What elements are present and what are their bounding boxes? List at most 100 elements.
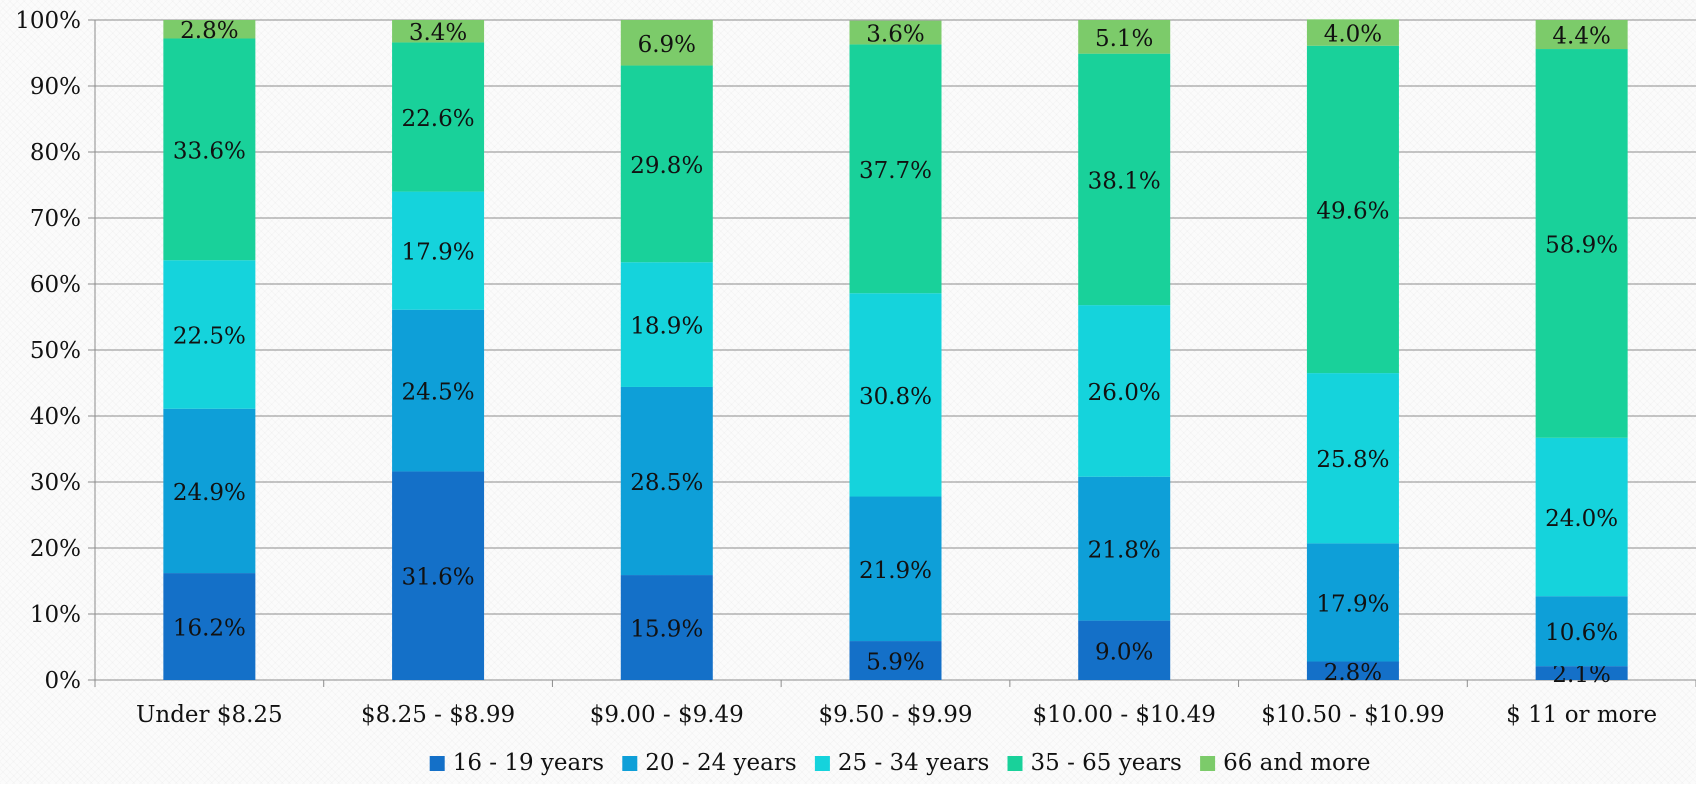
x-tick-label: $9.00 - $9.49 — [590, 702, 744, 728]
y-tick-label: 100% — [15, 8, 81, 34]
data-label: 24.9% — [173, 480, 246, 506]
data-label: 26.0% — [1088, 380, 1161, 406]
data-label: 37.7% — [859, 158, 932, 184]
x-tick-label: $9.50 - $9.99 — [818, 702, 972, 728]
bar-segment — [392, 471, 485, 680]
bar-segment — [392, 309, 485, 472]
legend-label: 16 - 19 years — [453, 750, 604, 776]
legend-swatch — [814, 756, 830, 771]
data-label: 24.0% — [1545, 506, 1618, 532]
bar-segment — [163, 408, 256, 574]
data-label: 58.9% — [1545, 232, 1618, 258]
bar-segment — [1078, 476, 1171, 621]
data-label: 9.0% — [1095, 639, 1153, 665]
bar-segment — [620, 20, 713, 66]
data-label: 2.8% — [180, 18, 238, 44]
x-tick-label: $8.25 - $8.99 — [361, 702, 515, 728]
x-tick-label: $10.50 - $10.99 — [1261, 702, 1444, 728]
bar-segment — [1535, 49, 1628, 438]
bar-segment — [849, 293, 942, 497]
legend-label: 66 and more — [1223, 750, 1370, 776]
data-label: 5.1% — [1095, 26, 1153, 52]
x-tick-label: Under $8.25 — [136, 702, 283, 728]
data-label: 30.8% — [859, 384, 932, 410]
bar-segment — [1535, 20, 1628, 50]
data-label: 2.1% — [1552, 662, 1610, 688]
data-label: 4.4% — [1552, 24, 1610, 50]
legend-label: 20 - 24 years — [645, 750, 796, 776]
x-tick-label: $10.00 - $10.49 — [1033, 702, 1216, 728]
data-label: 21.9% — [859, 558, 932, 584]
data-label: 28.5% — [630, 470, 703, 496]
bar-segment — [163, 260, 256, 409]
data-label: 5.9% — [866, 650, 924, 676]
bar-segment — [620, 262, 713, 387]
data-label: 18.9% — [630, 314, 703, 340]
legend-swatch — [622, 756, 638, 771]
data-label: 29.8% — [630, 153, 703, 179]
data-label: 3.6% — [866, 22, 924, 48]
y-tick-label: 0% — [45, 668, 82, 694]
data-label: 49.6% — [1316, 198, 1389, 224]
data-label: 4.0% — [1324, 22, 1382, 48]
data-label: 10.6% — [1545, 620, 1618, 646]
y-tick-label: 20% — [30, 536, 81, 562]
data-label: 16.2% — [173, 616, 246, 642]
legend-swatch — [1007, 756, 1023, 771]
bar-segment — [163, 38, 256, 261]
bar-segment — [849, 641, 942, 680]
bar-segment — [1535, 596, 1628, 667]
bar-segment — [1078, 53, 1171, 306]
data-label: 25.8% — [1316, 447, 1389, 473]
bar-segment — [620, 386, 713, 576]
bar-segment — [392, 191, 485, 310]
bar-segment — [849, 496, 942, 642]
y-tick-label: 10% — [30, 602, 81, 628]
bar-segment — [849, 44, 942, 294]
bar-segment — [620, 65, 713, 263]
data-label: 2.8% — [1324, 660, 1382, 686]
data-label: 33.6% — [173, 138, 246, 164]
bar-segment — [620, 575, 713, 680]
data-label: 21.8% — [1088, 538, 1161, 564]
legend-swatch — [429, 756, 445, 771]
y-tick-label: 80% — [30, 140, 81, 166]
data-label: 17.9% — [1316, 591, 1389, 617]
bar-segment — [392, 20, 485, 43]
data-label: 31.6% — [402, 565, 475, 591]
bar-segment — [163, 20, 256, 39]
data-label: 6.9% — [638, 32, 696, 58]
data-label: 3.4% — [409, 20, 467, 46]
data-label: 17.9% — [402, 240, 475, 266]
bar-segment — [1306, 45, 1399, 374]
y-tick-label: 30% — [30, 470, 81, 496]
bar-segment — [1535, 437, 1628, 597]
bar-segment — [1535, 666, 1628, 680]
y-tick-label: 50% — [30, 338, 81, 364]
bar-segment — [1078, 305, 1171, 477]
data-label: 38.1% — [1088, 168, 1161, 194]
bar-segment — [849, 20, 942, 45]
y-tick-label: 90% — [30, 74, 81, 100]
legend-label: 35 - 65 years — [1031, 750, 1182, 776]
data-label: 22.6% — [402, 106, 475, 132]
bar-segment — [1306, 543, 1399, 662]
bar-segment — [1078, 20, 1171, 54]
data-label: 15.9% — [630, 617, 703, 643]
bar-segment — [392, 42, 485, 192]
bar-segment — [1306, 19, 1399, 46]
bar-segment — [1078, 620, 1171, 680]
x-tick-label: $ 11 or more — [1506, 702, 1657, 728]
legend-label: 25 - 34 years — [838, 750, 989, 776]
data-label: 22.5% — [173, 323, 246, 349]
y-tick-label: 70% — [30, 206, 81, 232]
legend-swatch — [1200, 756, 1216, 771]
data-label: 24.5% — [402, 380, 475, 406]
bar-segment — [1306, 373, 1399, 544]
y-tick-label: 60% — [30, 272, 81, 298]
bar-segment — [163, 573, 256, 680]
y-tick-label: 40% — [30, 404, 81, 430]
bar-segment — [1306, 661, 1399, 680]
